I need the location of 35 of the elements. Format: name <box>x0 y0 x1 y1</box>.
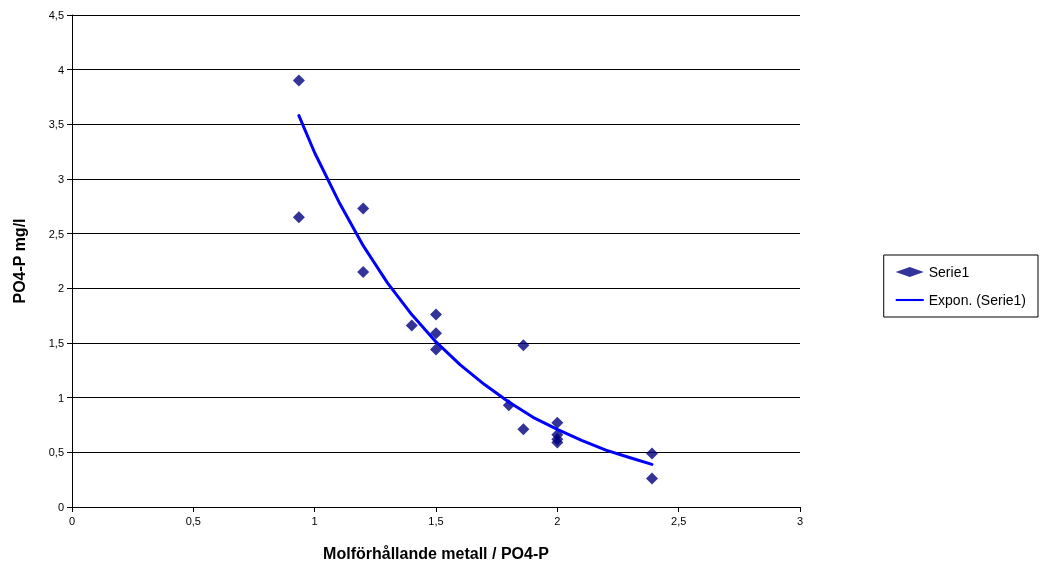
x-tick-label: 0 <box>68 514 76 527</box>
y-tick-label: 0 <box>57 501 64 513</box>
legend-label: Expon. (Serie1) <box>928 292 1027 308</box>
x-tick-label: 2,5 <box>671 514 687 527</box>
point <box>357 265 370 278</box>
y-tick-label: 0,5 <box>48 446 64 459</box>
point <box>292 74 305 87</box>
x-tick-label: 0,5 <box>185 514 201 527</box>
y-tick-label: 1 <box>57 391 64 404</box>
point <box>551 416 564 429</box>
y-tick-label: 2 <box>57 282 64 295</box>
x-axis-title: Molförhållande metall / PO4-P <box>323 544 550 562</box>
point <box>292 211 305 224</box>
point <box>517 339 530 352</box>
point <box>517 423 530 436</box>
point <box>645 472 658 485</box>
x-tick-label: 2 <box>554 514 561 527</box>
y-tick-label: 3 <box>57 173 64 185</box>
point <box>357 202 370 215</box>
point <box>430 327 442 340</box>
y-tick-label: 4,5 <box>48 9 64 21</box>
y-tick-label: 1,5 <box>48 337 64 349</box>
x-tick-label: 3 <box>796 514 804 527</box>
y-tick-label: 2,5 <box>48 227 64 240</box>
legend-label: Serie1 <box>928 264 970 280</box>
line-series <box>297 114 654 466</box>
x-tick-label: 1,5 <box>428 514 444 527</box>
point <box>430 308 442 321</box>
y-axis-title: PO4-P mg/l <box>10 218 28 304</box>
y-tick-label: 4 <box>57 63 64 76</box>
x-tick-label: 1 <box>311 514 318 527</box>
point <box>430 343 442 356</box>
point <box>405 319 418 332</box>
point <box>645 447 658 460</box>
y-tick-label: 3,5 <box>48 118 64 131</box>
